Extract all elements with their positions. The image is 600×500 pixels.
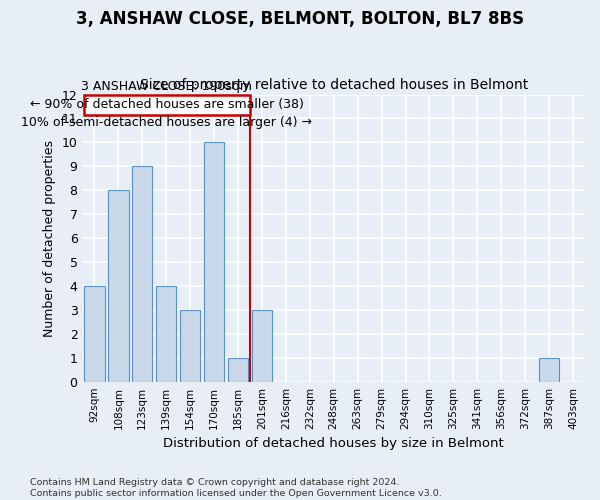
Bar: [228, 358, 248, 382]
Y-axis label: Number of detached properties: Number of detached properties: [43, 140, 56, 336]
Bar: [156, 286, 176, 382]
Text: 3, ANSHAW CLOSE, BELMONT, BOLTON, BL7 8BS: 3, ANSHAW CLOSE, BELMONT, BOLTON, BL7 8B…: [76, 10, 524, 28]
Bar: [84, 286, 104, 382]
Bar: [252, 310, 272, 382]
Text: 3 ANSHAW CLOSE: 190sqm
← 90% of detached houses are smaller (38)
10% of semi-det: 3 ANSHAW CLOSE: 190sqm ← 90% of detached…: [22, 80, 313, 129]
FancyBboxPatch shape: [83, 94, 250, 115]
Bar: [539, 358, 559, 382]
Bar: [132, 166, 152, 382]
Bar: [108, 190, 128, 382]
Bar: [180, 310, 200, 382]
X-axis label: Distribution of detached houses by size in Belmont: Distribution of detached houses by size …: [163, 437, 504, 450]
Bar: [204, 142, 224, 382]
Text: Contains HM Land Registry data © Crown copyright and database right 2024.
Contai: Contains HM Land Registry data © Crown c…: [30, 478, 442, 498]
Title: Size of property relative to detached houses in Belmont: Size of property relative to detached ho…: [140, 78, 528, 92]
